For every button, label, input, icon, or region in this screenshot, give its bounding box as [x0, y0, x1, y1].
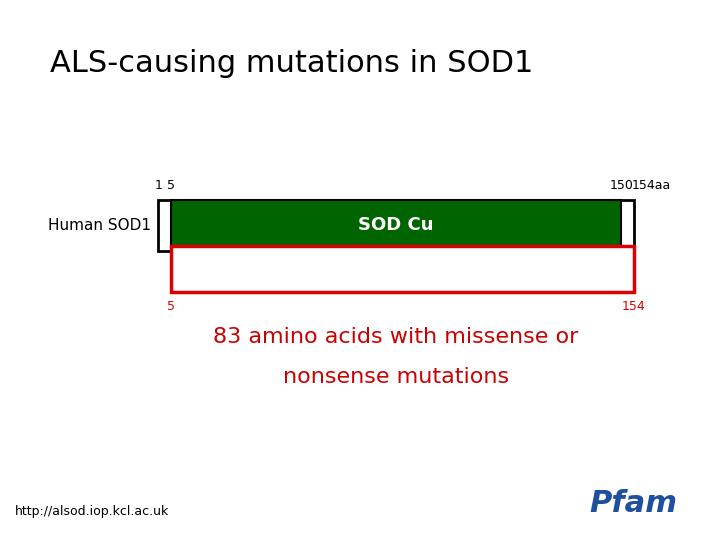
Text: 154aa: 154aa	[632, 179, 671, 192]
Text: 150: 150	[609, 179, 633, 192]
Text: ALS-causing mutations in SOD1: ALS-causing mutations in SOD1	[50, 49, 534, 78]
Bar	[158, 200, 634, 251]
Text: Human SOD1: Human SOD1	[48, 218, 151, 233]
Text: SOD Cu: SOD Cu	[359, 217, 433, 234]
Text: Pfam: Pfam	[590, 489, 678, 518]
Text: 5: 5	[167, 179, 175, 192]
Text: 5: 5	[167, 300, 175, 313]
Text: http://alsod.iop.kcl.ac.uk: http://alsod.iop.kcl.ac.uk	[14, 505, 168, 518]
Bar	[171, 246, 634, 292]
Text: 154: 154	[622, 300, 645, 313]
Text: 83 amino acids with missense or: 83 amino acids with missense or	[213, 327, 579, 347]
Bar	[171, 200, 621, 251]
Text: 1: 1	[155, 179, 162, 192]
Text: nonsense mutations: nonsense mutations	[283, 367, 509, 387]
